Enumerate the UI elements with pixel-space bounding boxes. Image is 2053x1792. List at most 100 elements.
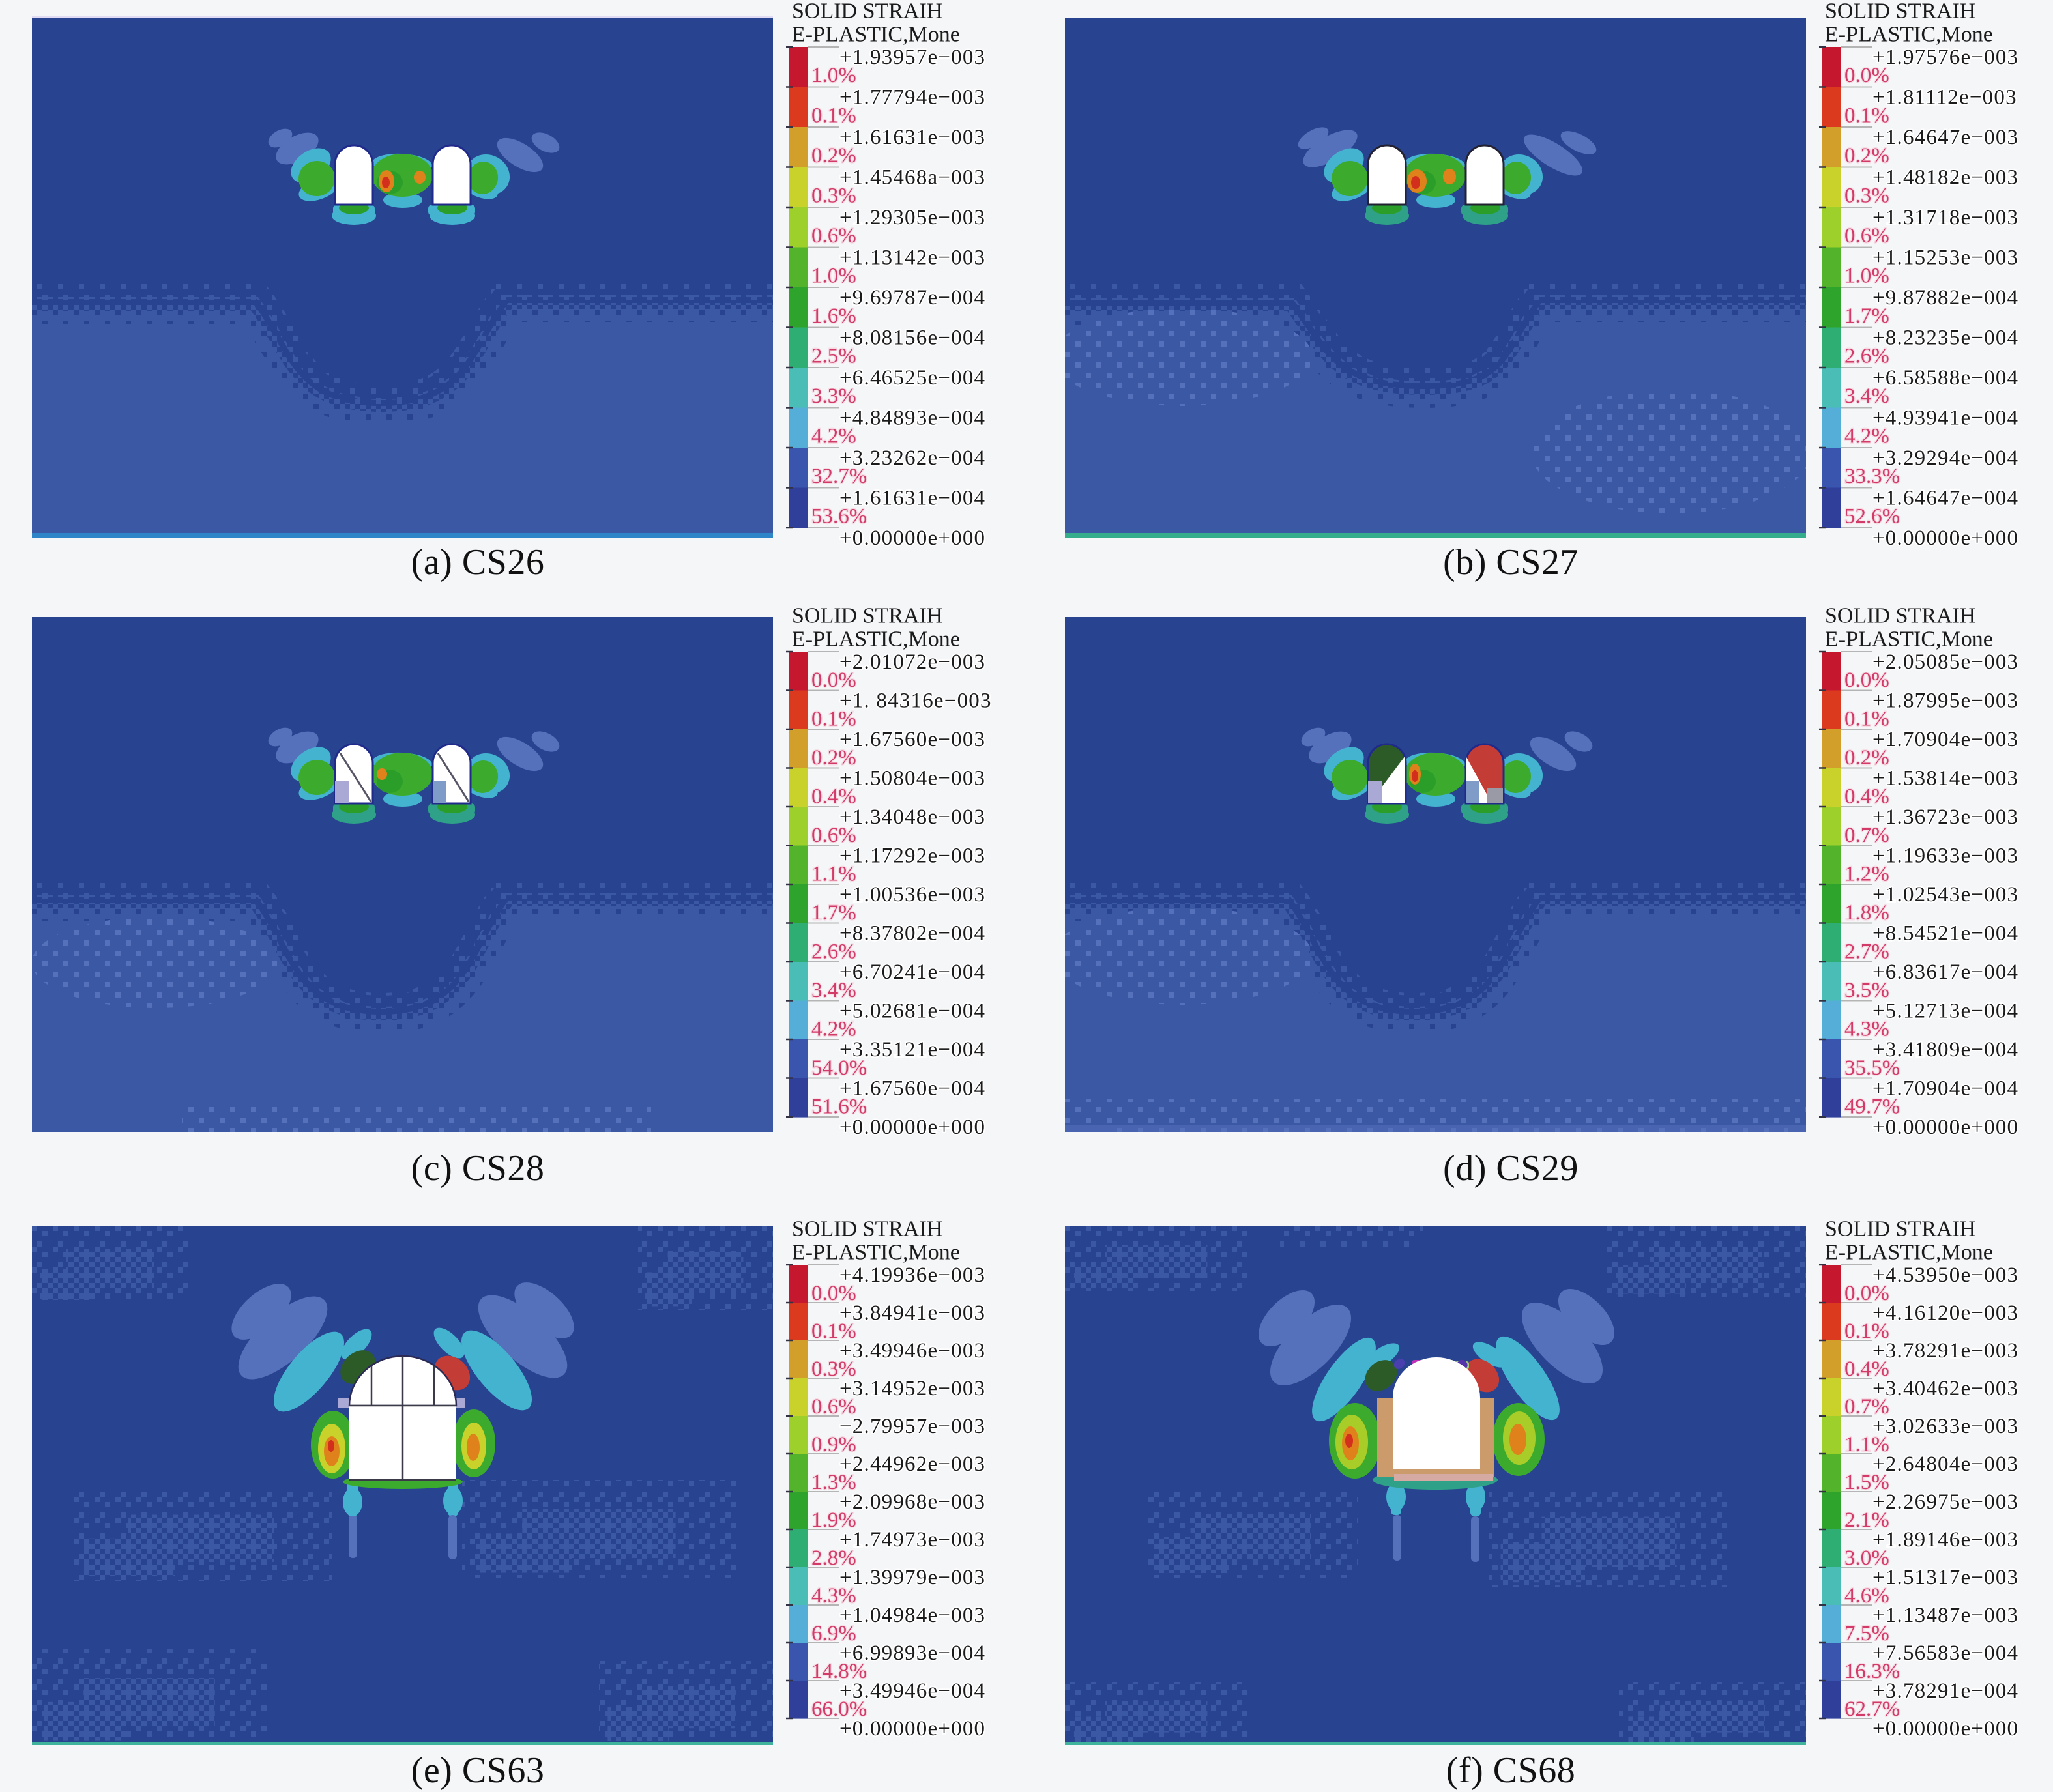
svg-text:+1.81112e−003: +1.81112e−003 — [1872, 86, 2017, 109]
svg-text:0.4%: 0.4% — [811, 785, 856, 809]
svg-text:2.8%: 2.8% — [811, 1546, 856, 1570]
svg-text:+1.48182e−003: +1.48182e−003 — [1872, 166, 2018, 190]
svg-text:+6.99893e−004: +6.99893e−004 — [839, 1641, 985, 1665]
svg-text:+6.70241e−004: +6.70241e−004 — [839, 961, 985, 984]
svg-text:(e) CS63: (e) CS63 — [411, 1750, 545, 1791]
svg-text:2.5%: 2.5% — [811, 345, 856, 368]
svg-text:54.0%: 54.0% — [811, 1056, 867, 1080]
svg-text:(b) CS27: (b) CS27 — [1443, 542, 1579, 583]
svg-text:E-PLASTIC,Mone: E-PLASTIC,Mone — [1825, 1241, 1993, 1265]
svg-text:1.0%: 1.0% — [811, 64, 856, 87]
svg-text:2.6%: 2.6% — [811, 940, 856, 964]
svg-text:+2.64804e−003: +2.64804e−003 — [1872, 1452, 2018, 1476]
svg-text:66.0%: 66.0% — [811, 1698, 867, 1721]
svg-text:+1.61631e−004: +1.61631e−004 — [839, 487, 985, 510]
svg-text:+1.64647e−004: +1.64647e−004 — [1872, 487, 2018, 510]
svg-text:2.7%: 2.7% — [1844, 940, 1889, 964]
svg-text:+8.08156e−004: +8.08156e−004 — [839, 326, 985, 350]
svg-text:0.2%: 0.2% — [1844, 144, 1889, 167]
svg-text:−2.79957e−003: −2.79957e−003 — [839, 1415, 985, 1438]
svg-text:+3.14952e−003: +3.14952e−003 — [839, 1377, 985, 1400]
svg-text:SOLID STRAIH: SOLID STRAIH — [792, 0, 942, 23]
svg-text:1.7%: 1.7% — [1844, 304, 1889, 328]
svg-text:0.6%: 0.6% — [811, 224, 856, 248]
svg-text:+0.00000e+000: +0.00000e+000 — [839, 1717, 985, 1741]
svg-text:+1.15253e−003: +1.15253e−003 — [1872, 246, 2018, 270]
svg-text:+4.53950e−003: +4.53950e−003 — [1872, 1264, 2018, 1287]
svg-text:+1.89146e−003: +1.89146e−003 — [1872, 1528, 2018, 1552]
svg-text:+8.37802e−004: +8.37802e−004 — [839, 922, 985, 946]
svg-text:+3.29294e−004: +3.29294e−004 — [1872, 446, 2018, 470]
svg-text:+8.23235e−004: +8.23235e−004 — [1872, 326, 2018, 350]
svg-text:4.3%: 4.3% — [1844, 1018, 1889, 1041]
svg-text:+1.67560e−003: +1.67560e−003 — [839, 728, 985, 751]
svg-text:SOLID STRAIH: SOLID STRAIH — [792, 604, 942, 628]
svg-text:0.1%: 0.1% — [1844, 1320, 1889, 1343]
svg-text:1.0%: 1.0% — [1844, 265, 1889, 288]
svg-text:E-PLASTIC,Mone: E-PLASTIC,Mone — [792, 628, 960, 652]
svg-text:0.2%: 0.2% — [811, 144, 856, 167]
svg-text:+4.16120e−003: +4.16120e−003 — [1872, 1301, 2018, 1325]
svg-text:+1.04984e−003: +1.04984e−003 — [839, 1604, 985, 1627]
svg-text:+6.46525e−004: +6.46525e−004 — [839, 366, 985, 390]
svg-text:+2.01072e−003: +2.01072e−003 — [839, 650, 985, 674]
svg-text:0.0%: 0.0% — [811, 1282, 856, 1305]
svg-text:+9.69787e−004: +9.69787e−004 — [839, 286, 985, 310]
svg-text:+3.41809e−004: +3.41809e−004 — [1872, 1038, 2018, 1062]
svg-text:+3.40462e−003: +3.40462e−003 — [1872, 1377, 2018, 1400]
svg-text:3.5%: 3.5% — [1844, 979, 1889, 1002]
svg-text:+6.83617e−004: +6.83617e−004 — [1872, 961, 2018, 984]
svg-text:SOLID STRAIH: SOLID STRAIH — [1825, 604, 1975, 628]
svg-text:+1.13142e−003: +1.13142e−003 — [839, 246, 985, 270]
svg-text:2.6%: 2.6% — [1844, 345, 1889, 368]
svg-text:51.6%: 51.6% — [811, 1095, 867, 1119]
svg-text:0.4%: 0.4% — [1844, 785, 1889, 809]
svg-text:+1.74973e−003: +1.74973e−003 — [839, 1528, 985, 1552]
svg-text:+1.61631e−003: +1.61631e−003 — [839, 126, 985, 149]
svg-text:1.2%: 1.2% — [1844, 863, 1889, 886]
svg-text:+3.23262e−004: +3.23262e−004 — [839, 446, 985, 470]
svg-text:SOLID STRAIH: SOLID STRAIH — [1825, 0, 1975, 23]
svg-text:1.8%: 1.8% — [1844, 901, 1889, 925]
svg-text:+3.49946e−004: +3.49946e−004 — [839, 1679, 985, 1703]
svg-text:0.6%: 0.6% — [1844, 224, 1889, 248]
svg-text:4.2%: 4.2% — [1844, 425, 1889, 448]
svg-text:(f) CS68: (f) CS68 — [1446, 1750, 1575, 1791]
svg-text:+2.26975e−003: +2.26975e−003 — [1872, 1490, 2018, 1514]
svg-text:0.1%: 0.1% — [811, 104, 856, 128]
svg-text:+1.00536e−003: +1.00536e−003 — [839, 883, 985, 906]
svg-text:6.9%: 6.9% — [811, 1622, 856, 1645]
svg-text:+1.31718e−003: +1.31718e−003 — [1872, 206, 2018, 229]
svg-text:+4.84893e−004: +4.84893e−004 — [839, 407, 985, 430]
svg-text:62.7%: 62.7% — [1844, 1698, 1900, 1721]
svg-text:1.6%: 1.6% — [811, 304, 856, 328]
svg-text:+1.29305e−003: +1.29305e−003 — [839, 206, 985, 229]
svg-text:+1.70904e−003: +1.70904e−003 — [1872, 728, 2018, 751]
svg-text:0.0%: 0.0% — [1844, 669, 1889, 692]
svg-text:1.0%: 1.0% — [811, 265, 856, 288]
svg-text:3.4%: 3.4% — [811, 979, 856, 1002]
svg-text:(d) CS29: (d) CS29 — [1443, 1148, 1579, 1189]
svg-text:+1. 84316e−003: +1. 84316e−003 — [839, 689, 992, 713]
svg-text:0.3%: 0.3% — [1844, 184, 1889, 208]
svg-text:E-PLASTIC,Mone: E-PLASTIC,Mone — [1825, 23, 1993, 47]
svg-text:+2.09968e−003: +2.09968e−003 — [839, 1490, 985, 1514]
svg-text:4.6%: 4.6% — [1844, 1584, 1889, 1608]
svg-text:3.0%: 3.0% — [1844, 1546, 1889, 1570]
svg-text:+1.45468a−003: +1.45468a−003 — [839, 166, 985, 190]
svg-text:+3.78291e−004: +3.78291e−004 — [1872, 1679, 2018, 1703]
svg-text:+5.12713e−004: +5.12713e−004 — [1872, 1000, 2018, 1023]
svg-text:+0.00000e+000: +0.00000e+000 — [1872, 1116, 2018, 1139]
svg-text:+2.05085e−003: +2.05085e−003 — [1872, 650, 2018, 674]
svg-text:0.1%: 0.1% — [811, 708, 856, 731]
svg-text:+4.93941e−004: +4.93941e−004 — [1872, 407, 2018, 430]
svg-text:+0.00000e+000: +0.00000e+000 — [1872, 527, 2018, 550]
svg-text:+8.54521e−004: +8.54521e−004 — [1872, 922, 2018, 946]
svg-text:0.2%: 0.2% — [811, 746, 856, 770]
svg-text:14.8%: 14.8% — [811, 1660, 867, 1683]
svg-text:0.6%: 0.6% — [811, 824, 856, 847]
svg-text:16.3%: 16.3% — [1844, 1660, 1900, 1683]
svg-text:52.6%: 52.6% — [1844, 505, 1900, 528]
svg-text:+3.35121e−004: +3.35121e−004 — [839, 1038, 985, 1062]
svg-text:2.1%: 2.1% — [1844, 1509, 1889, 1532]
